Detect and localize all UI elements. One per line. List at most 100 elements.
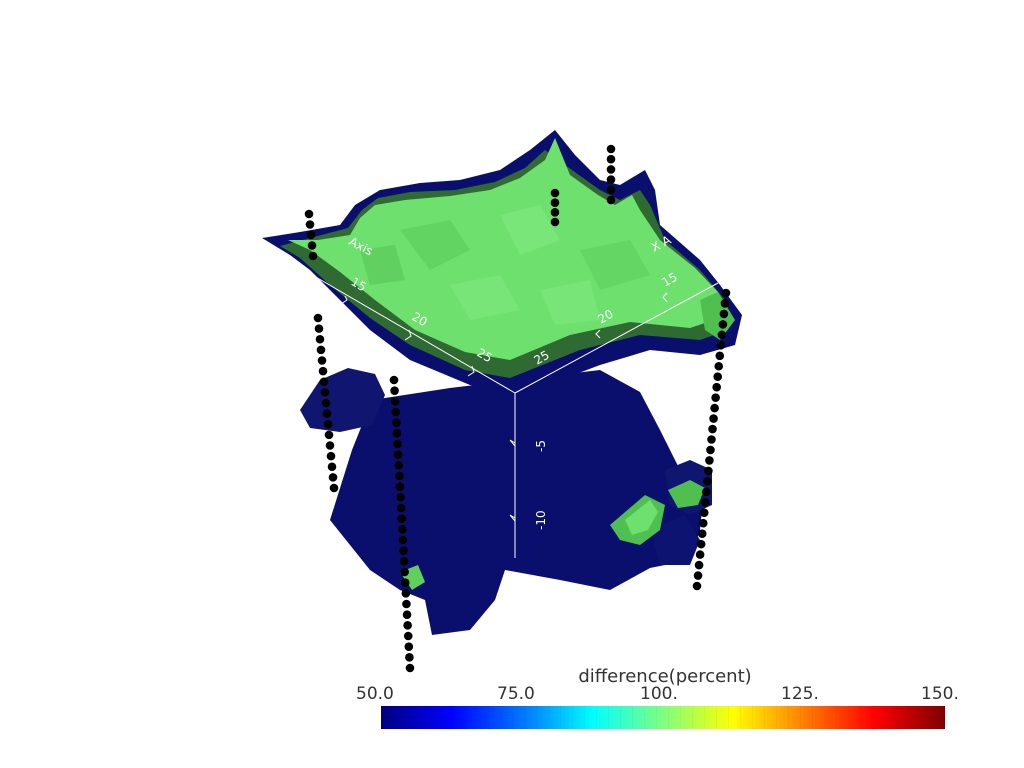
borehole-point bbox=[314, 324, 324, 333]
borehole-point bbox=[703, 477, 712, 486]
upper-isosurface bbox=[262, 130, 742, 395]
borehole-point bbox=[322, 409, 332, 418]
borehole-point bbox=[305, 220, 315, 229]
borehole-point bbox=[325, 441, 335, 450]
borehole-point bbox=[401, 589, 411, 598]
borehole-point bbox=[696, 539, 706, 549]
borehole-point bbox=[692, 581, 702, 591]
borehole-point bbox=[405, 653, 414, 662]
borehole-point bbox=[707, 435, 716, 444]
borehole-point bbox=[715, 351, 725, 361]
borehole-point bbox=[399, 557, 409, 566]
z-tick-label: -5 bbox=[534, 440, 548, 452]
borehole-point bbox=[402, 610, 412, 619]
borehole-point bbox=[308, 251, 318, 261]
borehole-point bbox=[306, 230, 316, 240]
borehole-point bbox=[317, 356, 327, 365]
borehole-point bbox=[606, 165, 616, 174]
borehole-point bbox=[395, 471, 404, 481]
borehole-point bbox=[316, 345, 326, 355]
borehole-point bbox=[402, 599, 411, 609]
colorbar-gradient bbox=[381, 706, 945, 729]
right-tick-label: 25 bbox=[532, 348, 552, 368]
colorbar-tick-label: 150. bbox=[921, 684, 959, 704]
colorbar-tick-label: 75.0 bbox=[497, 684, 535, 704]
colorbar bbox=[381, 706, 945, 729]
borehole-point bbox=[394, 461, 404, 470]
borehole-point bbox=[711, 393, 720, 402]
borehole-point bbox=[698, 518, 708, 528]
borehole-point bbox=[397, 525, 407, 534]
borehole-point bbox=[699, 508, 709, 518]
borehole-point bbox=[392, 429, 402, 438]
borehole-point bbox=[400, 578, 410, 587]
right-tick-label: 15 bbox=[660, 270, 680, 290]
borehole-point bbox=[704, 466, 713, 476]
borehole-point bbox=[700, 497, 710, 507]
borehole-point bbox=[396, 493, 405, 502]
borehole-point bbox=[323, 419, 333, 429]
borehole-points bbox=[304, 144, 731, 673]
borehole-point bbox=[702, 487, 711, 497]
left-tick-label: 20 bbox=[410, 309, 430, 329]
borehole-point bbox=[403, 631, 413, 641]
borehole-point bbox=[326, 451, 336, 461]
borehole-point bbox=[719, 309, 729, 319]
borehole-point bbox=[318, 366, 328, 376]
borehole-point bbox=[709, 414, 718, 423]
axes-grid bbox=[289, 261, 719, 558]
colorbar-tick-label: 125. bbox=[781, 684, 819, 704]
green-patches bbox=[400, 480, 705, 590]
borehole-point bbox=[606, 144, 616, 154]
borehole-point bbox=[694, 560, 704, 570]
borehole-point bbox=[400, 567, 409, 577]
borehole-point bbox=[697, 529, 707, 538]
borehole-point bbox=[399, 546, 408, 555]
borehole-point bbox=[718, 320, 728, 329]
borehole-point bbox=[397, 514, 407, 523]
borehole-point bbox=[713, 372, 723, 382]
colorbar-tick-label: 50.0 bbox=[356, 684, 394, 704]
borehole-point bbox=[712, 382, 721, 392]
borehole-point bbox=[393, 439, 402, 449]
borehole-point bbox=[396, 503, 406, 513]
borehole-point bbox=[327, 462, 337, 472]
borehole-point bbox=[606, 185, 616, 195]
borehole-point bbox=[315, 334, 325, 344]
borehole-point bbox=[550, 198, 560, 207]
borehole-point bbox=[606, 195, 616, 205]
borehole-point bbox=[328, 473, 338, 482]
borehole-point bbox=[320, 388, 330, 397]
borehole-point bbox=[695, 550, 705, 559]
borehole-point bbox=[404, 642, 414, 651]
borehole-point bbox=[550, 188, 560, 198]
borehole-point bbox=[405, 663, 415, 673]
borehole-point bbox=[313, 313, 323, 323]
borehole-point bbox=[329, 483, 339, 493]
borehole-point bbox=[706, 445, 715, 455]
borehole-point bbox=[319, 377, 329, 387]
borehole-point bbox=[550, 217, 560, 227]
borehole-point bbox=[395, 482, 405, 491]
borehole-point bbox=[714, 361, 724, 371]
borehole-point bbox=[389, 375, 399, 385]
borehole-point bbox=[705, 456, 714, 465]
z-tick-label: -10 bbox=[534, 510, 548, 530]
borehole-point bbox=[606, 175, 616, 184]
right-tick-label: 20 bbox=[596, 307, 616, 327]
borehole-point bbox=[392, 418, 401, 427]
borehole-point bbox=[403, 621, 412, 630]
borehole-point bbox=[390, 397, 400, 406]
borehole-point bbox=[716, 341, 726, 350]
colorbar-tick-label: 100. bbox=[640, 684, 678, 704]
borehole-point bbox=[693, 571, 703, 580]
borehole-point bbox=[304, 209, 314, 219]
borehole-point bbox=[720, 299, 730, 308]
borehole-point bbox=[393, 450, 403, 459]
borehole-point bbox=[324, 430, 334, 440]
borehole-point bbox=[721, 288, 731, 298]
borehole-point bbox=[606, 154, 616, 164]
left-tick-label: 15 bbox=[349, 274, 369, 294]
borehole-point bbox=[708, 424, 717, 434]
